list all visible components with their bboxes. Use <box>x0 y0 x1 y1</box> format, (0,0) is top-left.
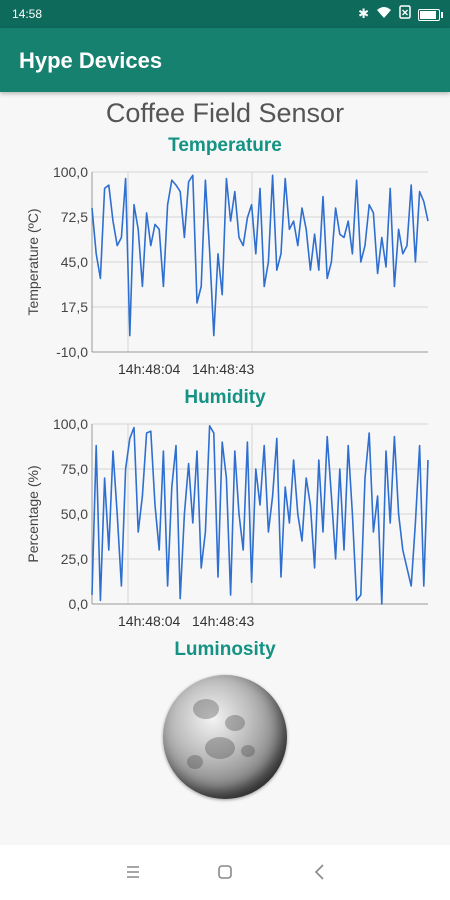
y-axis-label: Percentage (%) <box>25 465 41 562</box>
app-title: Hype Devices <box>19 48 163 73</box>
battery-icon <box>418 9 443 21</box>
x-tick-label: 14h:48:04 <box>118 361 180 377</box>
moon-crater <box>225 715 245 731</box>
y-tick-label: 0,0 <box>69 596 89 612</box>
y-tick-label: 45,0 <box>61 254 88 270</box>
device-name: Coffee Field Sensor <box>105 98 345 128</box>
x-tick-label: 14h:48:43 <box>192 361 254 377</box>
y-tick-label: 25,0 <box>61 551 88 567</box>
y-tick-label: 17,5 <box>61 299 88 315</box>
temperature-title: Temperature <box>168 135 282 156</box>
moon-crater <box>187 755 203 769</box>
app-bar: Hype Devices <box>0 28 450 92</box>
y-tick-label: 100,0 <box>53 164 88 180</box>
series-line <box>91 174 429 337</box>
status-time: 14:58 <box>12 7 43 21</box>
sim-x-icon <box>399 5 411 23</box>
bluetooth-icon: ✱ <box>358 6 369 21</box>
device-content: Coffee Field Sensor <box>0 92 450 845</box>
luminosity-moon-image <box>163 675 287 799</box>
wifi-icon <box>376 5 392 23</box>
moon-crater <box>241 745 255 757</box>
x-tick-label: 14h:48:43 <box>192 613 254 629</box>
y-tick-label: 100,0 <box>53 416 88 432</box>
status-icons: ✱ <box>358 5 443 23</box>
x-tick-label: 14h:48:04 <box>118 613 180 629</box>
humidity-title: Humidity <box>184 387 266 408</box>
back-icon[interactable] <box>309 861 331 883</box>
y-tick-label: 50,0 <box>61 506 88 522</box>
humidity-chart[interactable]: 100,0 75,0 50,0 25,0 0,0 14h:48:04 14h:48:43 Pe… <box>0 412 450 632</box>
temperature-chart[interactable]: 100,0 72,5 45,0 17,5 -10,0 14h:48:04 14h:48:43… <box>0 160 450 380</box>
y-tick-label: 72,5 <box>61 209 88 225</box>
menu-icon[interactable] <box>122 861 144 883</box>
system-nav-bar <box>0 845 450 900</box>
y-axis-label: Temperature (ºC) <box>25 208 41 315</box>
home-square-icon[interactable] <box>214 861 236 883</box>
moon-crater <box>205 737 235 759</box>
y-tick-label: -10,0 <box>56 344 88 360</box>
status-bar: 14:58 ✱ <box>0 0 450 28</box>
luminosity-title: Luminosity <box>174 639 276 660</box>
y-tick-label: 75,0 <box>61 461 88 477</box>
series-line <box>91 425 429 605</box>
moon-crater <box>193 699 219 719</box>
